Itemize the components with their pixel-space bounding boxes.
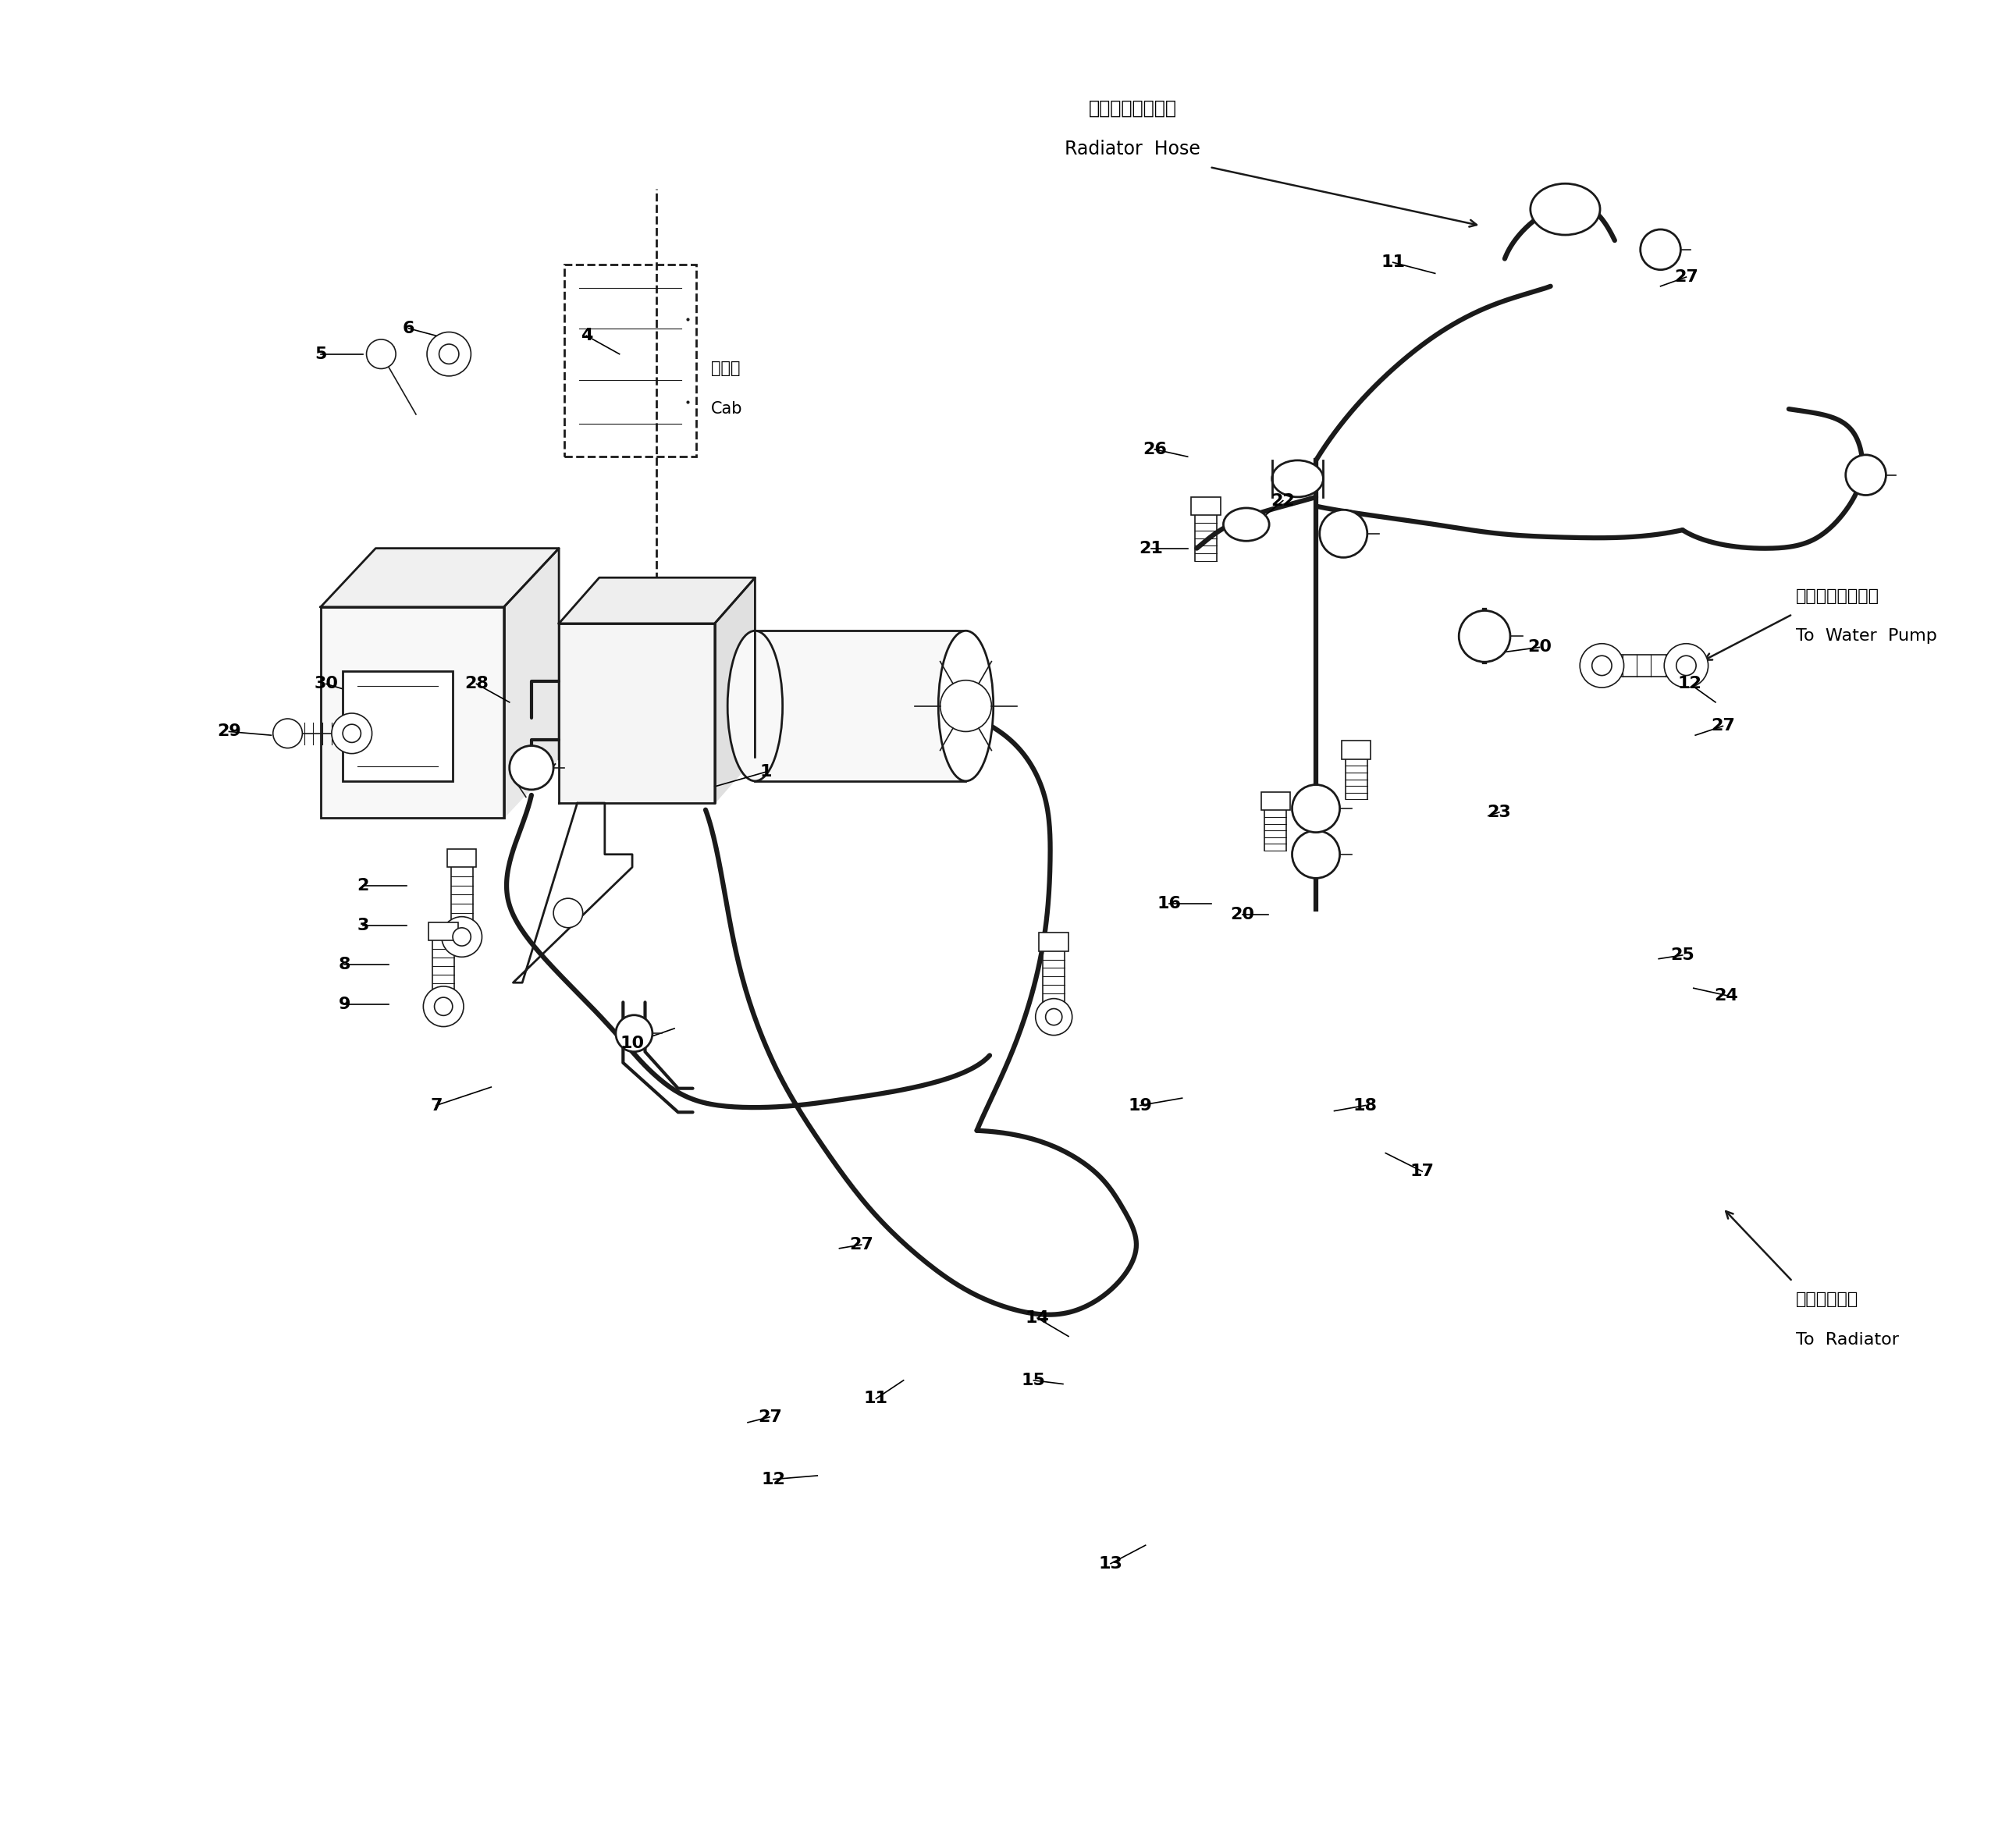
- Text: 27: 27: [1673, 270, 1697, 285]
- Text: ラジエータホース: ラジエータホース: [1089, 99, 1177, 118]
- Text: 13: 13: [1099, 1556, 1123, 1571]
- Ellipse shape: [1224, 509, 1270, 540]
- Circle shape: [1641, 230, 1681, 270]
- Text: 16: 16: [1157, 896, 1181, 911]
- Text: 9: 9: [339, 997, 351, 1012]
- Circle shape: [427, 332, 472, 377]
- Text: 27: 27: [1712, 718, 1736, 733]
- Text: 23: 23: [1488, 805, 1512, 819]
- Bar: [429, 922, 458, 941]
- Bar: [343, 671, 454, 781]
- Text: 28: 28: [464, 676, 488, 693]
- Text: 8: 8: [339, 957, 351, 972]
- Circle shape: [272, 718, 302, 748]
- Circle shape: [510, 746, 554, 790]
- Polygon shape: [504, 547, 558, 817]
- Text: 5: 5: [314, 345, 327, 362]
- Text: To  Water  Pump: To Water Pump: [1796, 628, 1937, 645]
- Circle shape: [939, 680, 992, 731]
- Text: 1: 1: [760, 764, 772, 779]
- Text: 27: 27: [758, 1409, 782, 1426]
- Bar: [756, 630, 966, 781]
- Circle shape: [554, 898, 583, 928]
- Circle shape: [333, 713, 373, 753]
- Polygon shape: [716, 577, 756, 803]
- Text: 17: 17: [1409, 1163, 1433, 1179]
- Circle shape: [433, 997, 452, 1016]
- Text: 14: 14: [1026, 1310, 1050, 1326]
- Text: 21: 21: [1139, 540, 1163, 557]
- Ellipse shape: [728, 630, 782, 781]
- Circle shape: [1292, 830, 1341, 878]
- Circle shape: [343, 724, 361, 742]
- Circle shape: [454, 928, 472, 946]
- Bar: [1341, 740, 1371, 759]
- Text: 2: 2: [357, 878, 369, 893]
- Circle shape: [1847, 456, 1887, 496]
- Circle shape: [615, 1016, 653, 1053]
- Text: 18: 18: [1353, 1099, 1377, 1113]
- Bar: [1191, 498, 1220, 516]
- Text: 11: 11: [1381, 255, 1405, 270]
- Circle shape: [1593, 656, 1611, 676]
- Text: 12: 12: [1677, 676, 1702, 693]
- Polygon shape: [558, 577, 756, 623]
- Ellipse shape: [937, 630, 994, 781]
- Text: 27: 27: [849, 1236, 873, 1253]
- Text: 25: 25: [1671, 948, 1695, 963]
- Text: 22: 22: [1270, 492, 1294, 509]
- Text: 6: 6: [403, 321, 415, 336]
- Text: 26: 26: [1143, 441, 1167, 457]
- Text: 15: 15: [1022, 1372, 1046, 1389]
- Text: Radiator  Hose: Radiator Hose: [1064, 140, 1200, 158]
- Text: 3: 3: [357, 918, 369, 933]
- Circle shape: [1581, 643, 1623, 687]
- Ellipse shape: [1272, 461, 1322, 498]
- Text: キャブ: キャブ: [712, 360, 740, 377]
- Circle shape: [423, 986, 464, 1027]
- Polygon shape: [321, 547, 558, 606]
- Text: 11: 11: [865, 1391, 889, 1407]
- Text: 20: 20: [1528, 639, 1552, 656]
- Text: 19: 19: [1127, 1099, 1151, 1113]
- Text: To  Radiator: To Radiator: [1796, 1332, 1899, 1348]
- Bar: [1038, 933, 1068, 952]
- Circle shape: [367, 340, 395, 369]
- Text: ウォータポンプヘ: ウォータポンプヘ: [1796, 588, 1879, 604]
- Circle shape: [1036, 999, 1073, 1036]
- Bar: [321, 606, 504, 817]
- Bar: [564, 265, 696, 457]
- Bar: [1260, 792, 1290, 810]
- Text: 10: 10: [621, 1036, 645, 1051]
- Circle shape: [1460, 610, 1510, 661]
- Text: 7: 7: [429, 1099, 442, 1113]
- Circle shape: [439, 344, 460, 364]
- Text: 30: 30: [314, 676, 339, 693]
- Text: ラジエータヘ: ラジエータヘ: [1796, 1291, 1859, 1308]
- Text: 20: 20: [1230, 907, 1254, 922]
- Circle shape: [442, 917, 482, 957]
- Circle shape: [1292, 784, 1341, 832]
- Text: 4: 4: [581, 329, 593, 344]
- Circle shape: [1663, 643, 1708, 687]
- Circle shape: [1675, 656, 1695, 676]
- Text: 12: 12: [762, 1471, 786, 1488]
- Bar: [448, 849, 476, 867]
- Text: Cab: Cab: [712, 400, 742, 417]
- Circle shape: [1320, 511, 1367, 557]
- Polygon shape: [558, 623, 716, 803]
- Ellipse shape: [1530, 184, 1601, 235]
- Text: 29: 29: [218, 724, 242, 738]
- Circle shape: [1046, 1009, 1062, 1025]
- Text: 24: 24: [1714, 988, 1738, 1003]
